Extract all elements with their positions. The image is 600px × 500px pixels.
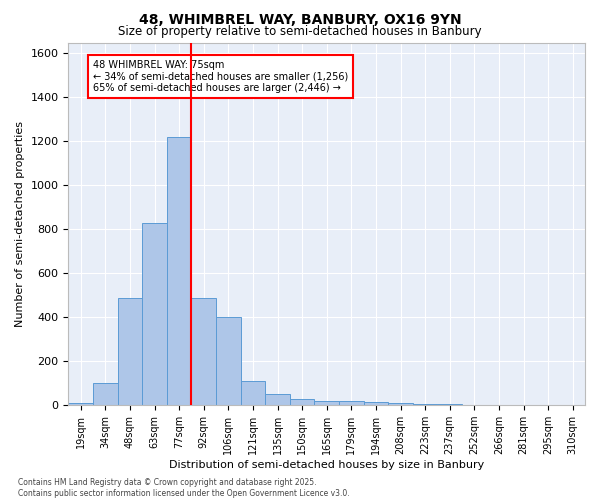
Bar [118,298,142,405]
Bar [191,298,216,405]
Bar [265,394,290,405]
Bar [142,223,167,405]
Bar [388,403,413,405]
Bar [364,402,388,405]
Text: 48, WHIMBREL WAY, BANBURY, OX16 9YN: 48, WHIMBREL WAY, BANBURY, OX16 9YN [139,12,461,26]
Bar [462,404,487,405]
Bar [93,383,118,405]
Y-axis label: Number of semi-detached properties: Number of semi-detached properties [15,121,25,327]
Bar [437,404,462,405]
Bar [314,401,339,405]
Bar [290,398,314,405]
Bar [68,403,93,405]
X-axis label: Distribution of semi-detached houses by size in Banbury: Distribution of semi-detached houses by … [169,460,484,470]
Text: Contains HM Land Registry data © Crown copyright and database right 2025.
Contai: Contains HM Land Registry data © Crown c… [18,478,350,498]
Text: Size of property relative to semi-detached houses in Banbury: Size of property relative to semi-detach… [118,25,482,38]
Bar [241,381,265,405]
Bar [167,137,191,405]
Bar [216,318,241,405]
Bar [339,401,364,405]
Text: 48 WHIMBREL WAY: 75sqm
← 34% of semi-detached houses are smaller (1,256)
65% of : 48 WHIMBREL WAY: 75sqm ← 34% of semi-det… [93,60,348,94]
Bar [413,404,437,405]
